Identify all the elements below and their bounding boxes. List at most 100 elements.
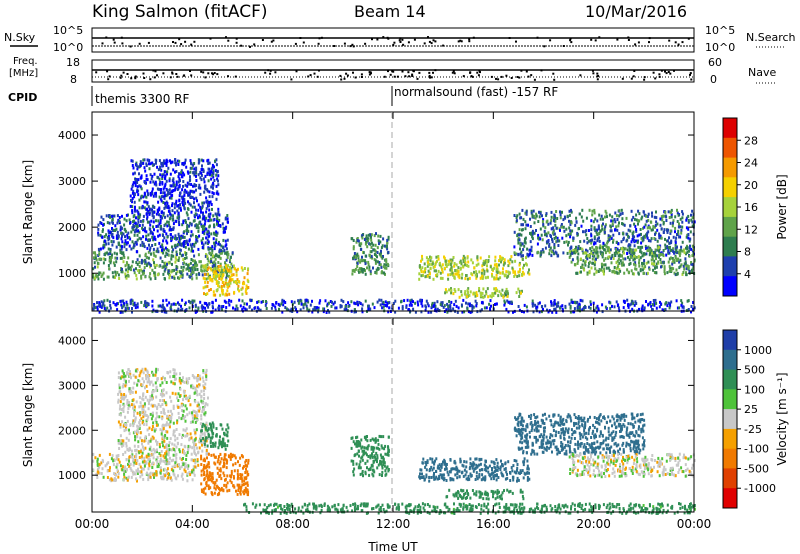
echo-cell	[165, 265, 168, 269]
echo-cell	[521, 208, 524, 212]
echo-cell	[691, 216, 694, 220]
echo-cell	[220, 274, 223, 278]
echo-cell	[121, 375, 124, 379]
nsky-point	[616, 38, 619, 41]
echo-cell	[627, 303, 629, 307]
echo-cell	[375, 268, 378, 272]
echo-cell	[96, 308, 99, 312]
echo-cell	[450, 269, 453, 272]
echo-cell	[132, 244, 135, 248]
echo-cell	[302, 303, 305, 307]
echo-cell	[153, 271, 156, 275]
echo-cell	[619, 253, 621, 257]
echo-cell	[136, 258, 139, 262]
echo-cell	[548, 248, 551, 252]
echo-cell	[216, 169, 219, 173]
echo-cell	[192, 459, 195, 463]
echo-cell	[149, 454, 152, 458]
echo-cell	[590, 266, 593, 270]
echo-cell	[211, 195, 214, 199]
freq-point	[451, 71, 454, 74]
echo-cell	[122, 406, 125, 410]
echo-cell	[190, 183, 193, 186]
echo-cell	[537, 302, 540, 306]
echo-cell	[149, 223, 152, 227]
echo-cell	[353, 255, 356, 259]
nsearch-tick-high: 10^5	[705, 24, 735, 37]
echo-cell	[171, 442, 174, 446]
echo-cell	[460, 303, 463, 307]
echo-cell	[668, 306, 671, 310]
echo-cell	[134, 390, 137, 394]
freq-tick-low: 8	[70, 73, 77, 86]
echo-cell	[643, 308, 646, 312]
echo-cell	[157, 224, 160, 228]
echo-cell	[175, 180, 178, 184]
echo-cell	[181, 477, 184, 481]
echo-cell	[160, 469, 163, 472]
echo-cell	[685, 218, 688, 222]
echo-cell	[198, 160, 201, 164]
echo-cell	[570, 208, 572, 212]
echo-cell	[145, 455, 148, 459]
echo-cell	[109, 249, 112, 253]
echo-cell	[193, 473, 196, 477]
echo-cell	[195, 273, 198, 277]
echo-cell	[599, 268, 602, 272]
echo-cell	[197, 377, 200, 381]
echo-cell	[195, 376, 198, 380]
echo-cell	[452, 292, 455, 296]
echo-cell	[192, 465, 195, 469]
echo-cell	[172, 214, 174, 218]
freq-point	[428, 71, 431, 74]
echo-cell	[368, 254, 371, 258]
echo-cell	[456, 272, 459, 276]
nsky-point	[270, 40, 273, 43]
echo-cell	[650, 220, 653, 224]
echo-cell	[357, 254, 360, 258]
echo-cell	[481, 268, 484, 272]
echo-cell	[155, 212, 158, 216]
echo-cell	[195, 276, 198, 280]
echo-cell	[562, 218, 565, 222]
echo-cell	[217, 261, 220, 264]
echo-cell	[168, 223, 171, 227]
echo-cell	[186, 479, 189, 483]
echo-cell	[159, 471, 162, 475]
echo-cell	[115, 465, 118, 469]
echo-cell	[643, 271, 646, 275]
echo-cell	[150, 417, 153, 421]
echo-cell	[514, 259, 517, 263]
echo-cell	[463, 256, 466, 260]
echo-cell	[143, 304, 146, 308]
echo-cell	[121, 214, 123, 218]
echo-cell	[655, 254, 658, 258]
echo-cell	[121, 256, 124, 260]
echo-cell	[143, 461, 146, 465]
echo-cell	[531, 213, 534, 217]
freq-point	[143, 77, 146, 79]
echo-cell	[140, 456, 143, 460]
nsky-point	[235, 37, 238, 40]
echo-cell	[146, 217, 148, 221]
echo-cell	[592, 253, 595, 257]
echo-cell	[651, 262, 653, 266]
echo-cell	[163, 467, 166, 471]
freq-point	[119, 76, 122, 79]
echo-cell	[655, 257, 657, 261]
date-title: 10/Mar/2016	[585, 2, 687, 21]
echo-cell	[441, 270, 444, 274]
echo-cell	[107, 247, 110, 251]
echo-cell	[216, 219, 218, 223]
echo-cell	[131, 240, 134, 244]
echo-cell	[190, 161, 192, 165]
echo-cell	[168, 276, 171, 280]
echo-cell	[211, 167, 213, 171]
echo-cell	[193, 190, 196, 194]
echo-cell	[680, 303, 683, 307]
echo-cell	[639, 245, 642, 249]
echo-cell	[615, 240, 618, 244]
freq-point	[500, 75, 503, 78]
echo-cell	[260, 300, 263, 304]
